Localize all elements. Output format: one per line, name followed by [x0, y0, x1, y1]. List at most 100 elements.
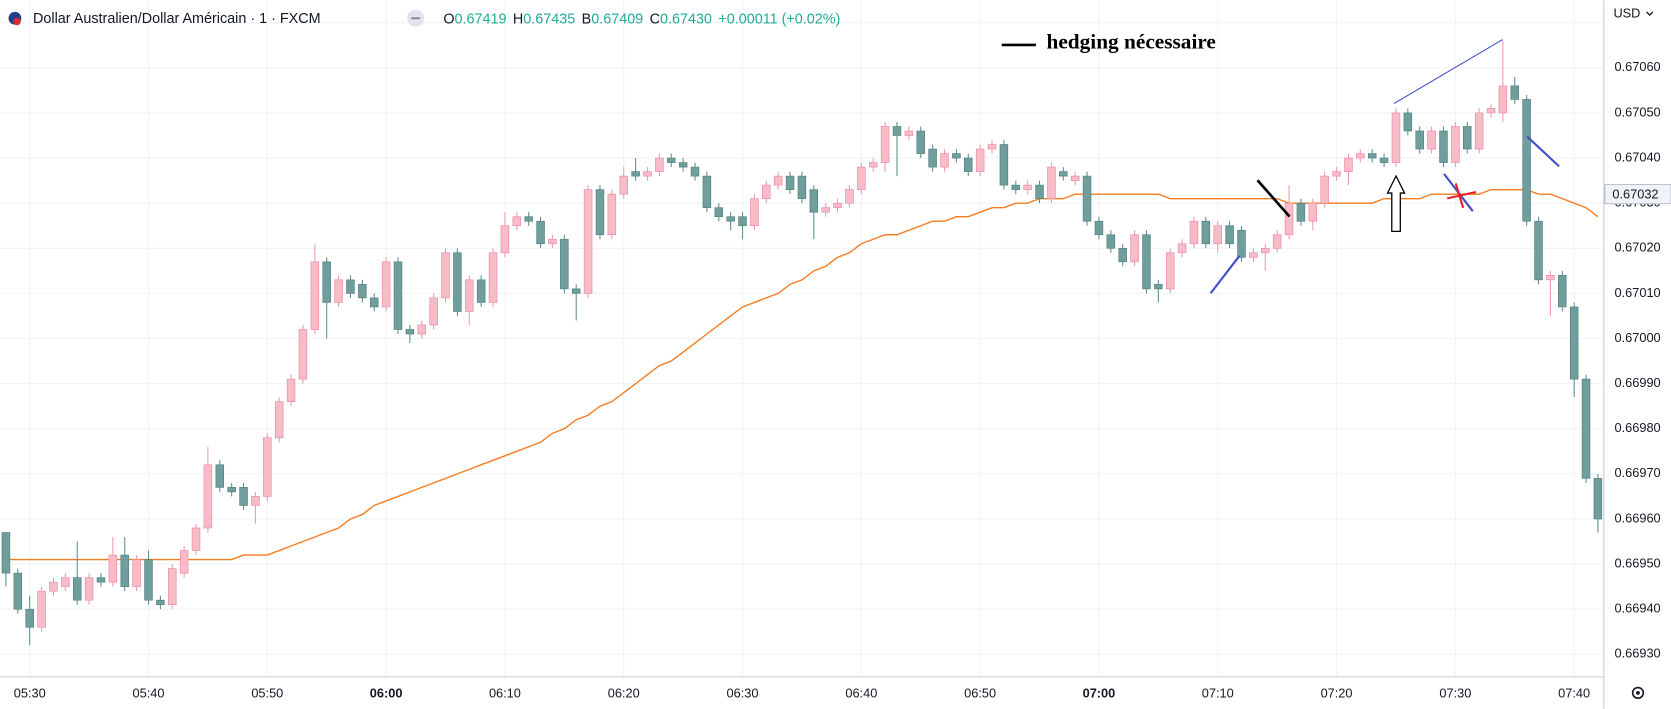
candle-body	[845, 189, 854, 204]
candle-body	[1367, 153, 1377, 159]
candle-body	[964, 157, 973, 172]
candle-body	[773, 175, 783, 186]
y-tick-label: 0.67050	[1615, 104, 1661, 119]
candle-body	[1237, 229, 1246, 258]
candle-body	[583, 189, 593, 294]
candle-body	[500, 225, 510, 254]
y-tick-label: 0.66950	[1615, 555, 1661, 570]
candle-body	[785, 175, 795, 190]
candle-body	[96, 577, 106, 583]
candle-body	[346, 279, 355, 294]
candle-body	[322, 261, 331, 303]
candle-body	[987, 144, 997, 150]
candle-body	[678, 162, 688, 168]
candle-body	[821, 207, 830, 213]
candle-body	[84, 577, 94, 601]
candle-body	[667, 157, 676, 163]
cross-mark	[1446, 190, 1477, 200]
candle-body	[488, 252, 498, 303]
settings-icon[interactable]	[1631, 686, 1645, 699]
price-tag	[1604, 184, 1671, 205]
candle-body	[358, 284, 367, 299]
candle-body	[1356, 153, 1365, 159]
header: Dollar Australien/Dollar Américain · 1 ·…	[8, 9, 840, 27]
drawings: hedging nécessaire	[1001, 30, 1560, 294]
candle-body	[1, 532, 11, 574]
candle-body	[750, 198, 759, 227]
candle-body	[1023, 184, 1032, 190]
candle-body	[369, 297, 379, 308]
y-tick-label: 0.67040	[1615, 149, 1661, 164]
candle-body	[441, 252, 450, 299]
x-tick-label: 06:10	[489, 685, 521, 700]
candle-body	[476, 279, 486, 303]
candle-body	[975, 148, 985, 172]
candle-body	[1379, 157, 1389, 163]
x-tick-label: 05:30	[14, 685, 46, 700]
candle-body	[1498, 85, 1508, 114]
ohlc-label: H	[513, 11, 523, 27]
candle-body	[1296, 202, 1306, 222]
candle-body	[1320, 175, 1329, 204]
ohlc-value: 0.67435	[523, 11, 575, 27]
candle-body	[310, 261, 320, 330]
y-tick-label: 0.67020	[1615, 240, 1661, 255]
x-tick-label: 07:10	[1202, 685, 1234, 700]
y-tick-label: 0.67010	[1615, 285, 1661, 300]
symbol-title: Dollar Australien/Dollar Américain · 1 ·…	[33, 11, 321, 27]
currency[interactable]: USD	[1613, 5, 1640, 20]
candle-body	[227, 487, 236, 493]
candle-body	[1213, 225, 1222, 245]
x-tick-label: 07:40	[1558, 685, 1590, 700]
candle-body	[1451, 126, 1460, 163]
ohlc-values: O0.67419 H0.67435 B0.67409 C0.67430 +0.00011…	[443, 11, 840, 27]
candle-body	[952, 153, 961, 159]
candle-body	[1391, 112, 1401, 163]
candle-body	[286, 378, 296, 402]
candle-body	[916, 130, 925, 154]
candle-body	[274, 401, 284, 439]
candle-body	[251, 496, 260, 506]
candle-body	[1344, 157, 1353, 172]
candle-body	[429, 297, 438, 326]
candle-body	[1593, 478, 1603, 520]
candle-body	[631, 171, 640, 177]
grid	[0, 0, 1604, 677]
candle-body	[405, 329, 415, 335]
candle-body	[904, 130, 914, 136]
candle-body	[25, 608, 34, 628]
candle-body	[156, 599, 165, 606]
candle-body	[1403, 112, 1413, 132]
x-tick-label: 06:30	[727, 685, 759, 700]
candle-body	[108, 554, 118, 583]
candle-body	[880, 126, 890, 163]
x-tick-label: 06:50	[964, 685, 996, 700]
candle-body	[1332, 171, 1341, 177]
candle-body	[1118, 247, 1127, 263]
candle-body	[1154, 284, 1163, 290]
candle-body	[702, 175, 712, 209]
ohlc-label: O	[443, 11, 454, 27]
candle-body	[797, 175, 807, 199]
candle-body	[1581, 378, 1591, 479]
candle-body	[524, 216, 533, 222]
candle-body	[690, 166, 700, 177]
price-axis	[1603, 0, 1671, 709]
candle-body	[857, 166, 866, 190]
candle-body	[1284, 202, 1294, 236]
candle-body	[465, 279, 474, 312]
y-tick-label: 0.67000	[1615, 330, 1661, 345]
price-tag-label: 0.67032	[1612, 187, 1658, 202]
candle-body	[13, 572, 23, 610]
candle-body	[1035, 184, 1044, 199]
candle-body	[393, 261, 403, 330]
candle-body	[714, 207, 724, 218]
candle-body	[1272, 234, 1282, 249]
candle-body	[49, 581, 58, 592]
candle-body	[762, 184, 771, 199]
x-tick-label: 05:50	[251, 685, 283, 700]
candle-body	[1142, 234, 1151, 290]
candle-body	[334, 279, 343, 303]
candle-body	[120, 554, 129, 587]
